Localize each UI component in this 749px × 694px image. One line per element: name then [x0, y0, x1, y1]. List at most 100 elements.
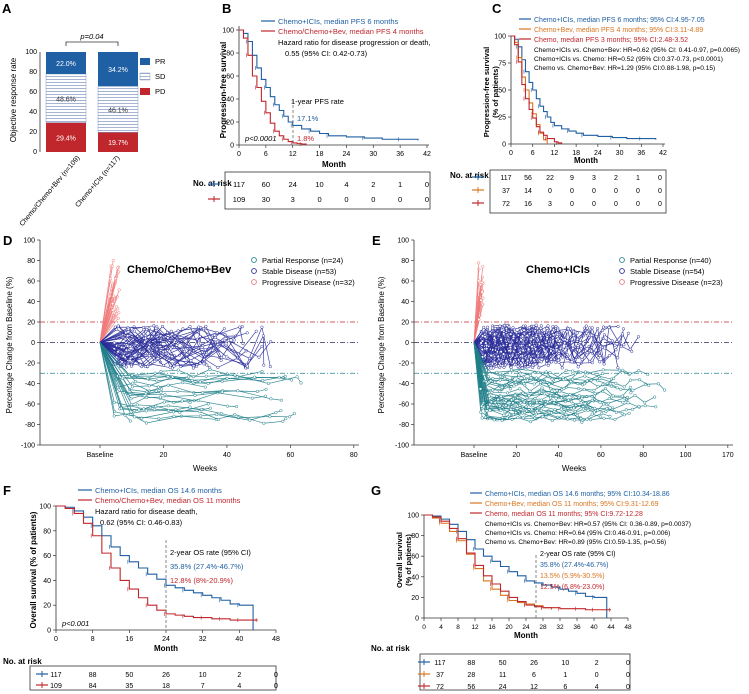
- risk-cell: 0: [548, 188, 552, 195]
- stable-marker: [153, 359, 157, 363]
- partial-marker: [585, 417, 589, 421]
- y-tick-label: 40: [411, 574, 419, 581]
- stable-marker: [502, 324, 507, 328]
- legend-marker-sd: [619, 268, 625, 274]
- stable-marker: [189, 359, 193, 363]
- partial-marker: [537, 390, 542, 394]
- partial-marker: [598, 400, 602, 404]
- partial-marker: [562, 386, 566, 390]
- y-tick-label: 60: [43, 553, 51, 560]
- stable-marker: [602, 333, 606, 337]
- stable-marker: [124, 331, 128, 335]
- km-curve-chemo-chemo-bev: [239, 29, 307, 145]
- partial-marker: [547, 382, 551, 386]
- stable-marker: [547, 361, 551, 365]
- partial-marker: [614, 410, 618, 414]
- partial-marker: [488, 402, 492, 407]
- legend-swatch-sd: [139, 72, 151, 81]
- panel-a-bracket: [65, 41, 119, 46]
- stable-marker: [576, 344, 580, 348]
- stable-marker: [247, 356, 252, 360]
- x-tick-label: 0: [509, 150, 513, 157]
- partial-marker: [500, 418, 504, 423]
- partial-marker: [516, 378, 520, 382]
- stable-marker: [551, 333, 555, 337]
- partial-marker: [534, 376, 538, 380]
- x-tick-label: 40: [235, 636, 243, 643]
- risk-cell: 10: [199, 672, 207, 679]
- risk-table-box: [419, 653, 631, 691]
- stable-marker: [584, 324, 588, 328]
- risk-title: No. at risk: [371, 644, 410, 653]
- panel-c-ylabel: Progression-free survival: [482, 47, 491, 137]
- stable-marker: [636, 335, 641, 339]
- partial-marker: [250, 396, 254, 400]
- x-tick-label: 8: [91, 636, 95, 643]
- stable-marker: [500, 328, 504, 332]
- partial-marker: [479, 410, 483, 414]
- partial-marker: [485, 409, 489, 413]
- risk-cell: 1: [636, 175, 640, 182]
- stable-line: [99, 329, 151, 354]
- stable-marker: [549, 349, 553, 353]
- x-tick-label: 20: [505, 624, 513, 631]
- stable-marker: [563, 341, 567, 345]
- partial-marker: [159, 390, 163, 394]
- panel-b: B Progression-free survival 020406080100…: [193, 1, 431, 210]
- stable-marker: [528, 343, 532, 347]
- partial-marker: [200, 407, 204, 411]
- stable-marker: [590, 326, 594, 330]
- stable-marker: [491, 326, 495, 330]
- legend-label-pr: PR: [155, 57, 166, 66]
- stable-marker: [614, 348, 618, 352]
- stable-marker: [571, 346, 575, 350]
- partial-marker: [521, 398, 525, 402]
- stable-marker: [126, 334, 130, 338]
- partial-line: [473, 342, 581, 380]
- panel-a-y-tick: 100: [25, 49, 37, 56]
- risk-cell: 30: [262, 195, 270, 204]
- partial-marker: [487, 369, 491, 373]
- risk-cell: 1: [398, 180, 402, 189]
- panel-label-f: F: [3, 483, 11, 498]
- partial-line: [99, 342, 237, 410]
- risk-cell: 2: [371, 180, 375, 189]
- stable-marker: [147, 345, 151, 349]
- stable-marker: [489, 366, 493, 370]
- stable-marker: [260, 344, 264, 348]
- risk-cell: 88: [89, 672, 97, 679]
- y-tick-label: 20: [411, 595, 419, 602]
- bar-value-label: 22.0%: [56, 61, 76, 68]
- stat-text: Chemo+ICIs vs. Chemo+Bev: HR=0.62 (95% C…: [534, 47, 740, 54]
- partial-marker: [491, 377, 495, 381]
- partial-marker: [629, 378, 633, 382]
- stable-marker: [622, 343, 626, 347]
- stable-marker: [485, 347, 489, 351]
- stable-marker: [596, 326, 600, 331]
- partial-marker: [562, 378, 566, 382]
- partial-marker: [535, 399, 539, 403]
- hazard-text: Hazard ratio for disease progression or …: [278, 38, 431, 47]
- bar-value-label: 29.4%: [56, 135, 76, 142]
- stable-marker: [590, 333, 594, 337]
- panel-e-xlabel: Weeks: [562, 464, 586, 473]
- x-tick-label: 32: [556, 624, 564, 631]
- stable-marker: [576, 365, 580, 369]
- panel-a-y-tick: 20: [29, 129, 37, 136]
- partial-marker: [528, 403, 532, 407]
- stable-marker: [143, 333, 148, 337]
- partial-marker: [131, 381, 135, 385]
- stable-marker: [216, 365, 220, 369]
- legend-label: Chemo/Chemo+Bev, median PFS 4 months: [278, 27, 424, 36]
- partial-marker: [188, 400, 192, 405]
- partial-marker: [159, 369, 163, 373]
- partial-marker: [499, 408, 503, 412]
- risk-cell: 0: [344, 195, 348, 204]
- partial-marker: [208, 406, 212, 410]
- partial-marker: [549, 387, 553, 391]
- partial-marker: [489, 400, 493, 404]
- partial-marker: [281, 419, 285, 423]
- risk-cell: 0: [636, 188, 640, 195]
- partial-marker: [500, 385, 504, 389]
- partial-marker: [508, 387, 512, 391]
